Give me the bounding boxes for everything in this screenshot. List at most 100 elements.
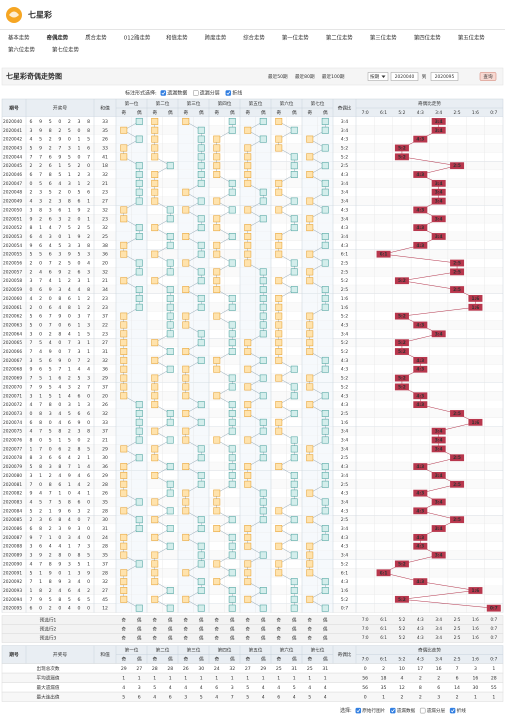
preselect-cell[interactable]: 奇 (277, 617, 282, 624)
preselect-cell[interactable]: 偶 (292, 617, 297, 624)
preselect-cell[interactable]: 偶 (137, 617, 142, 624)
nav-tab[interactable]: 奇偶走势 (47, 34, 69, 42)
preselect-cell[interactable]: 偶 (292, 635, 297, 642)
preselect-cell[interactable]: 偶 (168, 617, 173, 624)
query-button-text[interactable]: 查询 (483, 73, 493, 80)
preselect-cell[interactable]: 偶 (230, 626, 235, 633)
option-label[interactable]: 遗漏分层 (200, 90, 220, 97)
preselect-ratio[interactable]: 5:2 (399, 617, 406, 622)
nav-tab[interactable]: 和值走势 (166, 34, 188, 42)
preselect-cell[interactable]: 偶 (261, 626, 266, 633)
query-button[interactable] (479, 72, 497, 81)
preselect-cell[interactable]: 奇 (184, 617, 189, 624)
footer-option-label[interactable]: 遗漏分层 (427, 707, 446, 714)
preselect-ratio[interactable]: 3:4 (435, 635, 442, 640)
preselect-ratio[interactable]: 0:7 (490, 635, 497, 640)
preselect-ratio[interactable]: 4:3 (417, 635, 424, 640)
preselect-ratio[interactable]: 7:0 (362, 617, 369, 622)
preselect-ratio[interactable]: 5:2 (399, 635, 406, 640)
from-input-text[interactable]: 2020040 (395, 74, 415, 80)
footer-option-box[interactable] (419, 707, 426, 714)
quick-range[interactable]: 最近100期 (322, 73, 345, 80)
preselect-cell[interactable]: 偶 (199, 617, 204, 624)
nav-tab[interactable]: 基本走势 (8, 34, 30, 42)
nav-tab[interactable]: 第三位走势 (370, 34, 398, 42)
preselect-ratio[interactable]: 0:7 (490, 617, 497, 622)
nav-tab[interactable]: 第二位走势 (326, 34, 354, 42)
nav-tab[interactable]: 第四位走势 (414, 34, 442, 42)
preselect-cell[interactable]: 偶 (168, 626, 173, 633)
quick-range[interactable]: 最近80期 (295, 73, 315, 80)
preselect-ratio[interactable]: 4:3 (417, 626, 424, 631)
preselect-cell[interactable]: 奇 (215, 617, 220, 624)
preselect-ratio[interactable]: 0:7 (490, 626, 497, 631)
preselect-cell[interactable]: 偶 (137, 626, 142, 633)
footer-option-box[interactable] (355, 707, 362, 714)
option-box[interactable] (193, 90, 199, 96)
preselect-cell[interactable]: 偶 (137, 635, 142, 642)
preselect-ratio[interactable]: 4:3 (417, 617, 424, 622)
preselect-cell[interactable]: 奇 (277, 626, 282, 633)
nav-tab[interactable]: 012路走势 (124, 34, 151, 42)
nav-tab[interactable]: 质合走势 (85, 34, 107, 42)
preselect-label[interactable]: 预选行3 (40, 635, 57, 642)
from-input[interactable] (390, 72, 419, 81)
preselect-cell[interactable]: 奇 (308, 626, 313, 633)
preselect-cell[interactable]: 偶 (168, 635, 173, 642)
preselect-cell[interactable]: 偶 (230, 617, 235, 624)
preselect-label[interactable]: 预选行2 (40, 626, 57, 633)
option-label[interactable]: 折线 (232, 90, 242, 97)
preselect-ratio[interactable]: 2:5 (454, 626, 461, 631)
preselect-cell[interactable]: 奇 (215, 626, 220, 633)
preselect-ratio[interactable]: 6:1 (380, 617, 387, 622)
preselect-ratio[interactable]: 6:1 (380, 635, 387, 640)
preselect-cell[interactable]: 奇 (122, 635, 127, 642)
nav-tab[interactable]: 跨度走势 (205, 34, 227, 42)
preselect-ratio[interactable]: 7:0 (362, 635, 369, 640)
nav-tab[interactable]: 第六位走势 (8, 46, 36, 54)
to-input-text[interactable]: 2020095 (435, 74, 455, 80)
preselect-cell[interactable]: 奇 (246, 635, 251, 642)
preselect-cell[interactable]: 奇 (246, 626, 251, 633)
preselect-cell[interactable]: 偶 (323, 626, 328, 633)
footer-option-box[interactable] (390, 707, 396, 714)
preselect-cell[interactable]: 偶 (199, 635, 204, 642)
period-select[interactable] (367, 72, 389, 81)
preselect-cell[interactable]: 偶 (230, 635, 235, 642)
footer-option-label[interactable]: 折线 (457, 707, 467, 714)
period-select-text[interactable]: 按期 (370, 73, 380, 80)
preselect-ratio[interactable]: 1:6 (472, 635, 479, 640)
preselect-cell[interactable]: 奇 (277, 635, 282, 642)
nav-tab[interactable]: 第一位走势 (282, 34, 310, 42)
preselect-ratio[interactable]: 3:4 (435, 617, 442, 622)
preselect-cell[interactable]: 偶 (261, 617, 266, 624)
preselect-cell[interactable]: 偶 (323, 617, 328, 624)
preselect-cell[interactable]: 偶 (261, 635, 266, 642)
nav-tab[interactable]: 第七位走势 (52, 46, 80, 54)
quick-range[interactable]: 最近50期 (268, 73, 288, 80)
preselect-cell[interactable]: 奇 (215, 635, 220, 642)
preselect-cell[interactable]: 奇 (153, 617, 158, 624)
preselect-ratio[interactable]: 2:5 (454, 635, 461, 640)
preselect-cell[interactable]: 奇 (122, 617, 127, 624)
footer-option-label[interactable]: 遗漏数据 (397, 707, 416, 714)
preselect-label[interactable]: 预选行1 (40, 617, 57, 624)
to-input[interactable] (430, 72, 459, 81)
preselect-cell[interactable]: 奇 (308, 617, 313, 624)
preselect-ratio[interactable]: 5:2 (399, 626, 406, 631)
preselect-cell[interactable]: 奇 (122, 626, 127, 633)
preselect-cell[interactable]: 奇 (153, 635, 158, 642)
option-label[interactable]: 遗漏数据 (167, 90, 187, 97)
nav-tab[interactable]: 综合走势 (243, 34, 265, 42)
preselect-cell[interactable]: 偶 (199, 626, 204, 633)
preselect-ratio[interactable]: 3:4 (435, 626, 442, 631)
preselect-cell[interactable]: 偶 (292, 626, 297, 633)
preselect-ratio[interactable]: 6:1 (380, 626, 387, 631)
preselect-cell[interactable]: 奇 (153, 626, 158, 633)
footer-option-box[interactable] (449, 707, 456, 714)
preselect-cell[interactable]: 奇 (308, 635, 313, 642)
footer-option-label[interactable]: 原始行图片 (362, 707, 385, 714)
nav-tab[interactable]: 第五位走势 (458, 34, 486, 42)
preselect-cell[interactable]: 奇 (184, 635, 189, 642)
preselect-ratio[interactable]: 7:0 (362, 626, 369, 631)
